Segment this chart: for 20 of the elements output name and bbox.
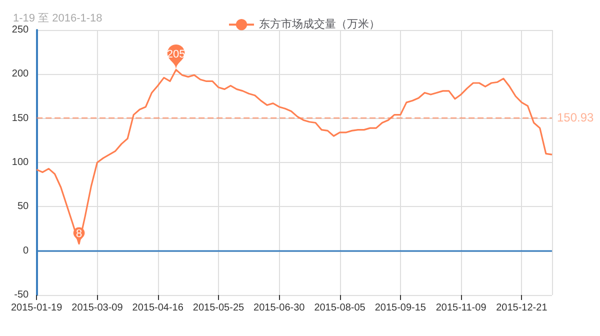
x-tick-label: 2015-04-16 bbox=[132, 302, 184, 314]
x-tick-label: 2015-01-19 bbox=[11, 302, 63, 314]
x-tick-label: 2015-12-21 bbox=[496, 302, 548, 314]
y-tick-label: 100 bbox=[12, 157, 30, 168]
y-tick-label: -50 bbox=[14, 290, 30, 300]
x-tick-label: 2015-11-09 bbox=[436, 302, 487, 314]
y-tick-label: 150 bbox=[12, 112, 30, 124]
x-tick-label: 2015-08-05 bbox=[314, 302, 366, 314]
x-tick-label: 2015-05-25 bbox=[192, 302, 245, 314]
y-tick-label: 0 bbox=[23, 245, 30, 256]
x-tick-label: 2015-09-15 bbox=[374, 302, 426, 314]
y-tick-label: 50 bbox=[17, 201, 30, 212]
x-tick-label: 2015-03-09 bbox=[72, 302, 124, 314]
x-tick-label: 2015-06-30 bbox=[254, 302, 306, 314]
ref-line-label: 150.93 bbox=[557, 110, 594, 125]
legend-label: 东方市场成交量（万米） bbox=[259, 18, 380, 31]
chart-title: 1-19 至 2016-1-18 bbox=[13, 12, 102, 24]
y-tick-label: 200 bbox=[12, 68, 30, 80]
y-tick-label: 250 bbox=[12, 24, 30, 36]
annotation: 8 bbox=[76, 228, 82, 240]
